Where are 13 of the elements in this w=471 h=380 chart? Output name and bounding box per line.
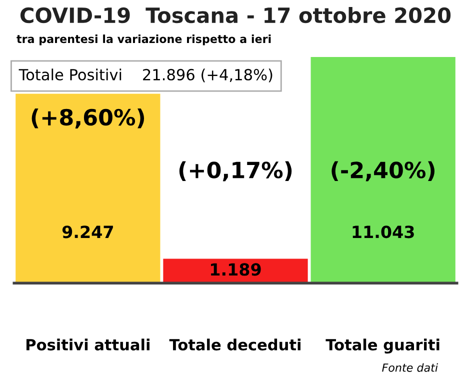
x-tick-label: Totale guariti bbox=[326, 338, 440, 354]
data-label: 1.189 bbox=[211, 263, 261, 276]
annotation: (+8,60%) bbox=[32, 108, 144, 128]
x-tick-label: Totale deceduti bbox=[169, 338, 300, 350]
data-label: 9.247 bbox=[62, 226, 113, 238]
chart-subtitle: tra parentesi la variazione rispetto a ieri bbox=[16, 34, 271, 46]
x-tick-label: Positivi attuali bbox=[26, 338, 150, 350]
annotation: Totale Positivi 21.896 (+4,18%) bbox=[18, 68, 272, 82]
source-note: Fonte dati bbox=[382, 363, 438, 372]
data-label: 11.043 bbox=[352, 226, 414, 238]
annotation: (+0,17%) bbox=[179, 161, 292, 182]
chart-title: COVID-19 Toscana - 17 ottobre 2020 bbox=[20, 7, 451, 24]
annotation: (-2,40%) bbox=[332, 161, 434, 182]
